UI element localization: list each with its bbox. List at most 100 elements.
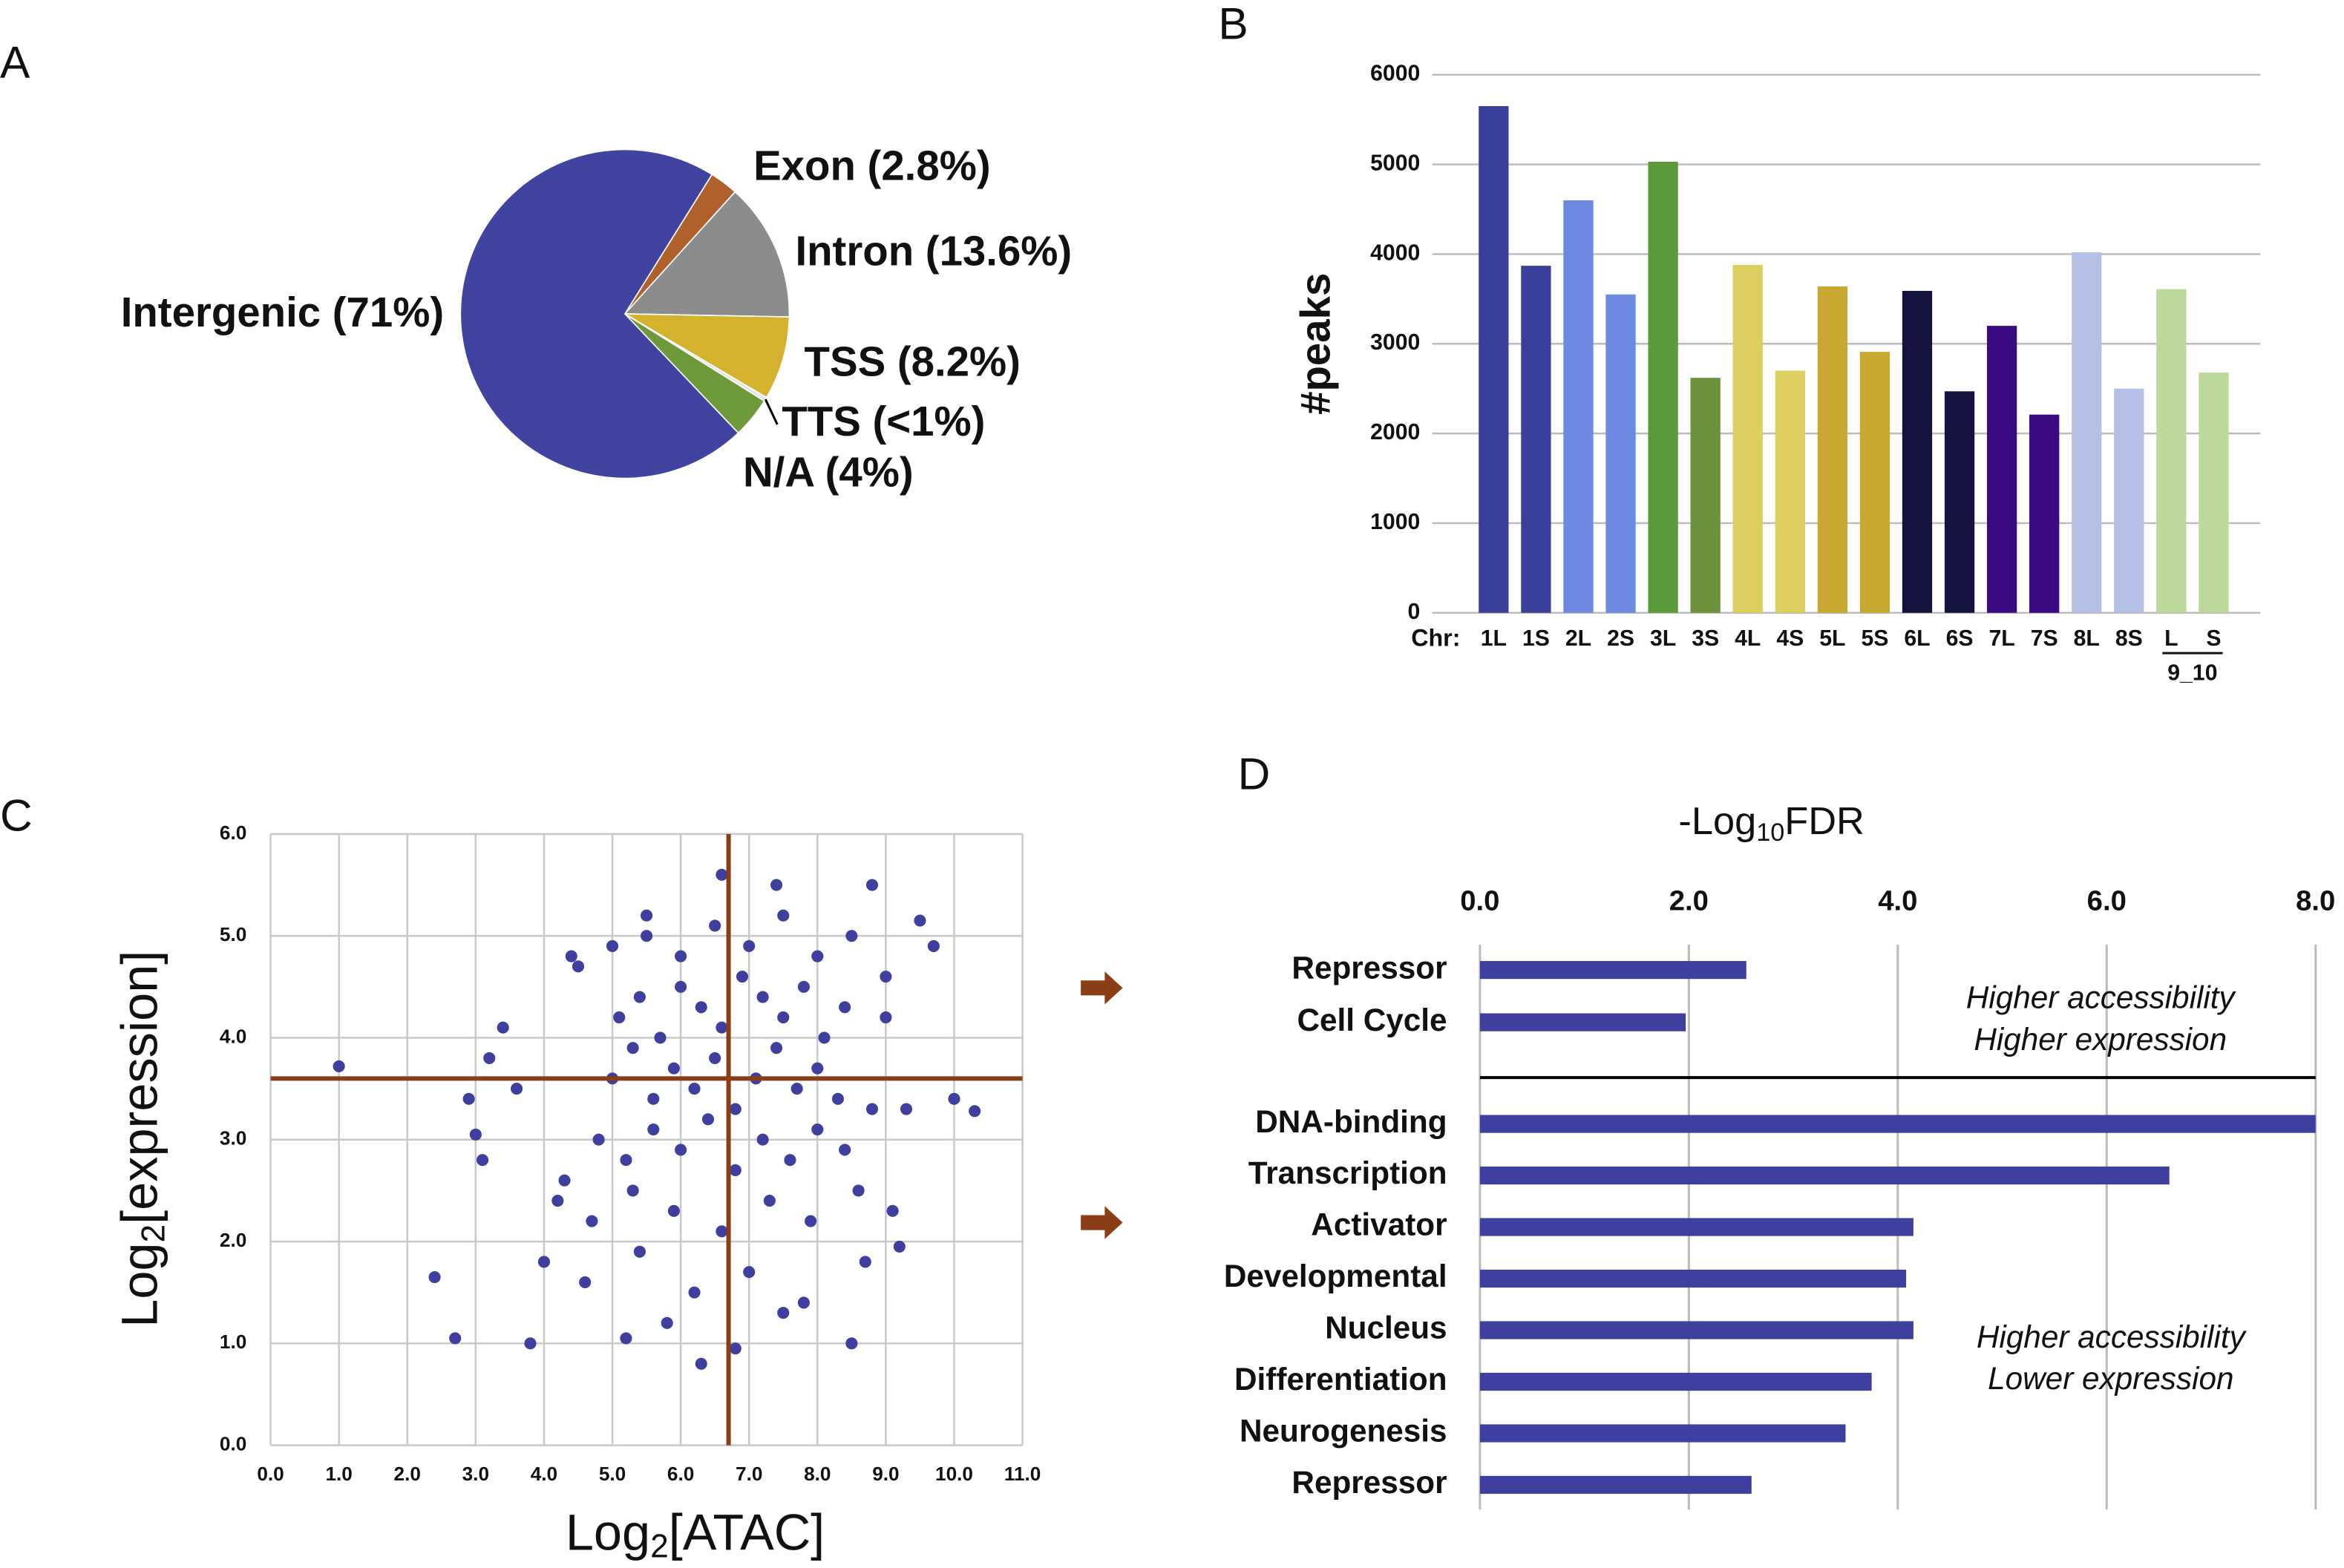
bar (1817, 286, 1848, 613)
slice-label: TTS (<1%) (782, 398, 985, 445)
point (818, 1031, 831, 1044)
x-tick-label: 7L (1988, 626, 2014, 651)
category-label: Cell Cycle (1297, 1003, 1447, 1037)
x-axis-label-part: [ATAC] (669, 1504, 825, 1561)
y-tick-label: 1000 (1370, 510, 1420, 534)
y-axis-label-part: Log (111, 1243, 168, 1328)
y-tick-label: 1.0 (220, 1331, 246, 1353)
bar (1690, 378, 1721, 613)
annotation: Higher expression (1974, 1022, 2227, 1057)
point (626, 1184, 639, 1197)
category-label: Differentiation (1234, 1362, 1447, 1397)
category-label: DNA-binding (1255, 1104, 1447, 1139)
pie-slice (459, 148, 739, 479)
point (701, 1113, 715, 1126)
point (852, 1184, 865, 1197)
point (790, 1083, 803, 1095)
y-tick-label: 0 (1408, 600, 1421, 624)
y-tick-label: 2.0 (220, 1229, 246, 1251)
point (695, 1357, 707, 1370)
y-axis-label-sub: 2 (135, 1224, 171, 1243)
category-label: Repressor (1292, 1465, 1447, 1500)
bar (2072, 252, 2102, 613)
point (729, 1103, 741, 1115)
point (811, 950, 824, 962)
x-tick-label: 2.0 (1669, 885, 1709, 917)
y-tick-label: 4.0 (220, 1025, 246, 1047)
x-tick-label: 3.0 (462, 1463, 489, 1485)
pie-slice (622, 313, 790, 398)
slice-label: Intron (13.6%) (795, 227, 1072, 274)
bar (1479, 961, 1746, 980)
bar (1944, 391, 1975, 613)
point (551, 1195, 564, 1207)
bar (1605, 294, 1636, 613)
category-label: Nucleus (1325, 1311, 1447, 1345)
point (626, 1042, 639, 1054)
point (777, 1307, 790, 1319)
axis-title-part: -Log (1678, 800, 1756, 843)
point (675, 980, 687, 993)
point (743, 1266, 756, 1279)
y-tick-label: 4000 (1370, 240, 1420, 265)
bar (1479, 1424, 1846, 1443)
y-tick-label: 5000 (1370, 151, 1420, 176)
bar (1479, 1115, 2316, 1133)
point (756, 991, 769, 1003)
category-label: Repressor (1292, 950, 1447, 985)
axis-title: -Log10FDR (1678, 800, 1864, 847)
x-tick-label: 1S (1522, 626, 1550, 651)
point (641, 930, 653, 942)
bar (2199, 372, 2229, 613)
axis-title-sub: 10 (1756, 819, 1784, 847)
point (633, 1245, 646, 1258)
bar (1479, 1013, 1686, 1031)
x-tick-label: S (2206, 626, 2221, 651)
point (797, 980, 810, 993)
point (572, 960, 585, 973)
x-prefix: Chr: (1411, 625, 1460, 652)
point (729, 1342, 741, 1355)
x-axis-label-part: Log (566, 1504, 650, 1561)
point (647, 1092, 660, 1105)
slice-label: TSS (8.2%) (805, 338, 1021, 384)
point (641, 909, 653, 922)
x-tick-label: 1L (1481, 626, 1507, 651)
pie-slice (623, 191, 790, 318)
point (469, 1128, 482, 1141)
point (667, 1062, 680, 1075)
y-tick-label: 3000 (1370, 330, 1420, 355)
bar (2156, 289, 2187, 613)
x-tick-label: 5L (1819, 626, 1845, 651)
point (688, 1083, 701, 1095)
y-axis-label-part: [expression] (111, 951, 168, 1224)
point (688, 1286, 701, 1299)
x-tick-label: 8S (2115, 626, 2143, 651)
x-tick-label: 4S (1776, 626, 1804, 651)
point (695, 1001, 707, 1014)
category-label: Transcription (1248, 1155, 1447, 1190)
point (667, 1204, 680, 1217)
bar (1986, 326, 2017, 613)
point (709, 919, 721, 932)
panel-letter: A (0, 37, 30, 88)
point (865, 1103, 879, 1115)
annotation: Higher accessibility (1977, 1319, 2248, 1354)
bar (1732, 264, 1763, 613)
x-axis-label-sub: 2 (650, 1528, 669, 1564)
axis-title-part: FDR (1784, 800, 1865, 843)
point (511, 1083, 523, 1095)
point (859, 1256, 871, 1268)
bar (1479, 1372, 1872, 1391)
point (845, 930, 858, 942)
point (675, 1144, 687, 1156)
arrow (1081, 1206, 1123, 1239)
point (770, 879, 783, 891)
point (449, 1332, 462, 1345)
point (927, 939, 940, 952)
y-tick-label: 3.0 (220, 1127, 246, 1149)
y-axis-label: Log2[expression] (111, 951, 171, 1328)
point (497, 1021, 509, 1034)
y-axis-label: #peaks (1292, 273, 1338, 415)
point (805, 1215, 817, 1227)
